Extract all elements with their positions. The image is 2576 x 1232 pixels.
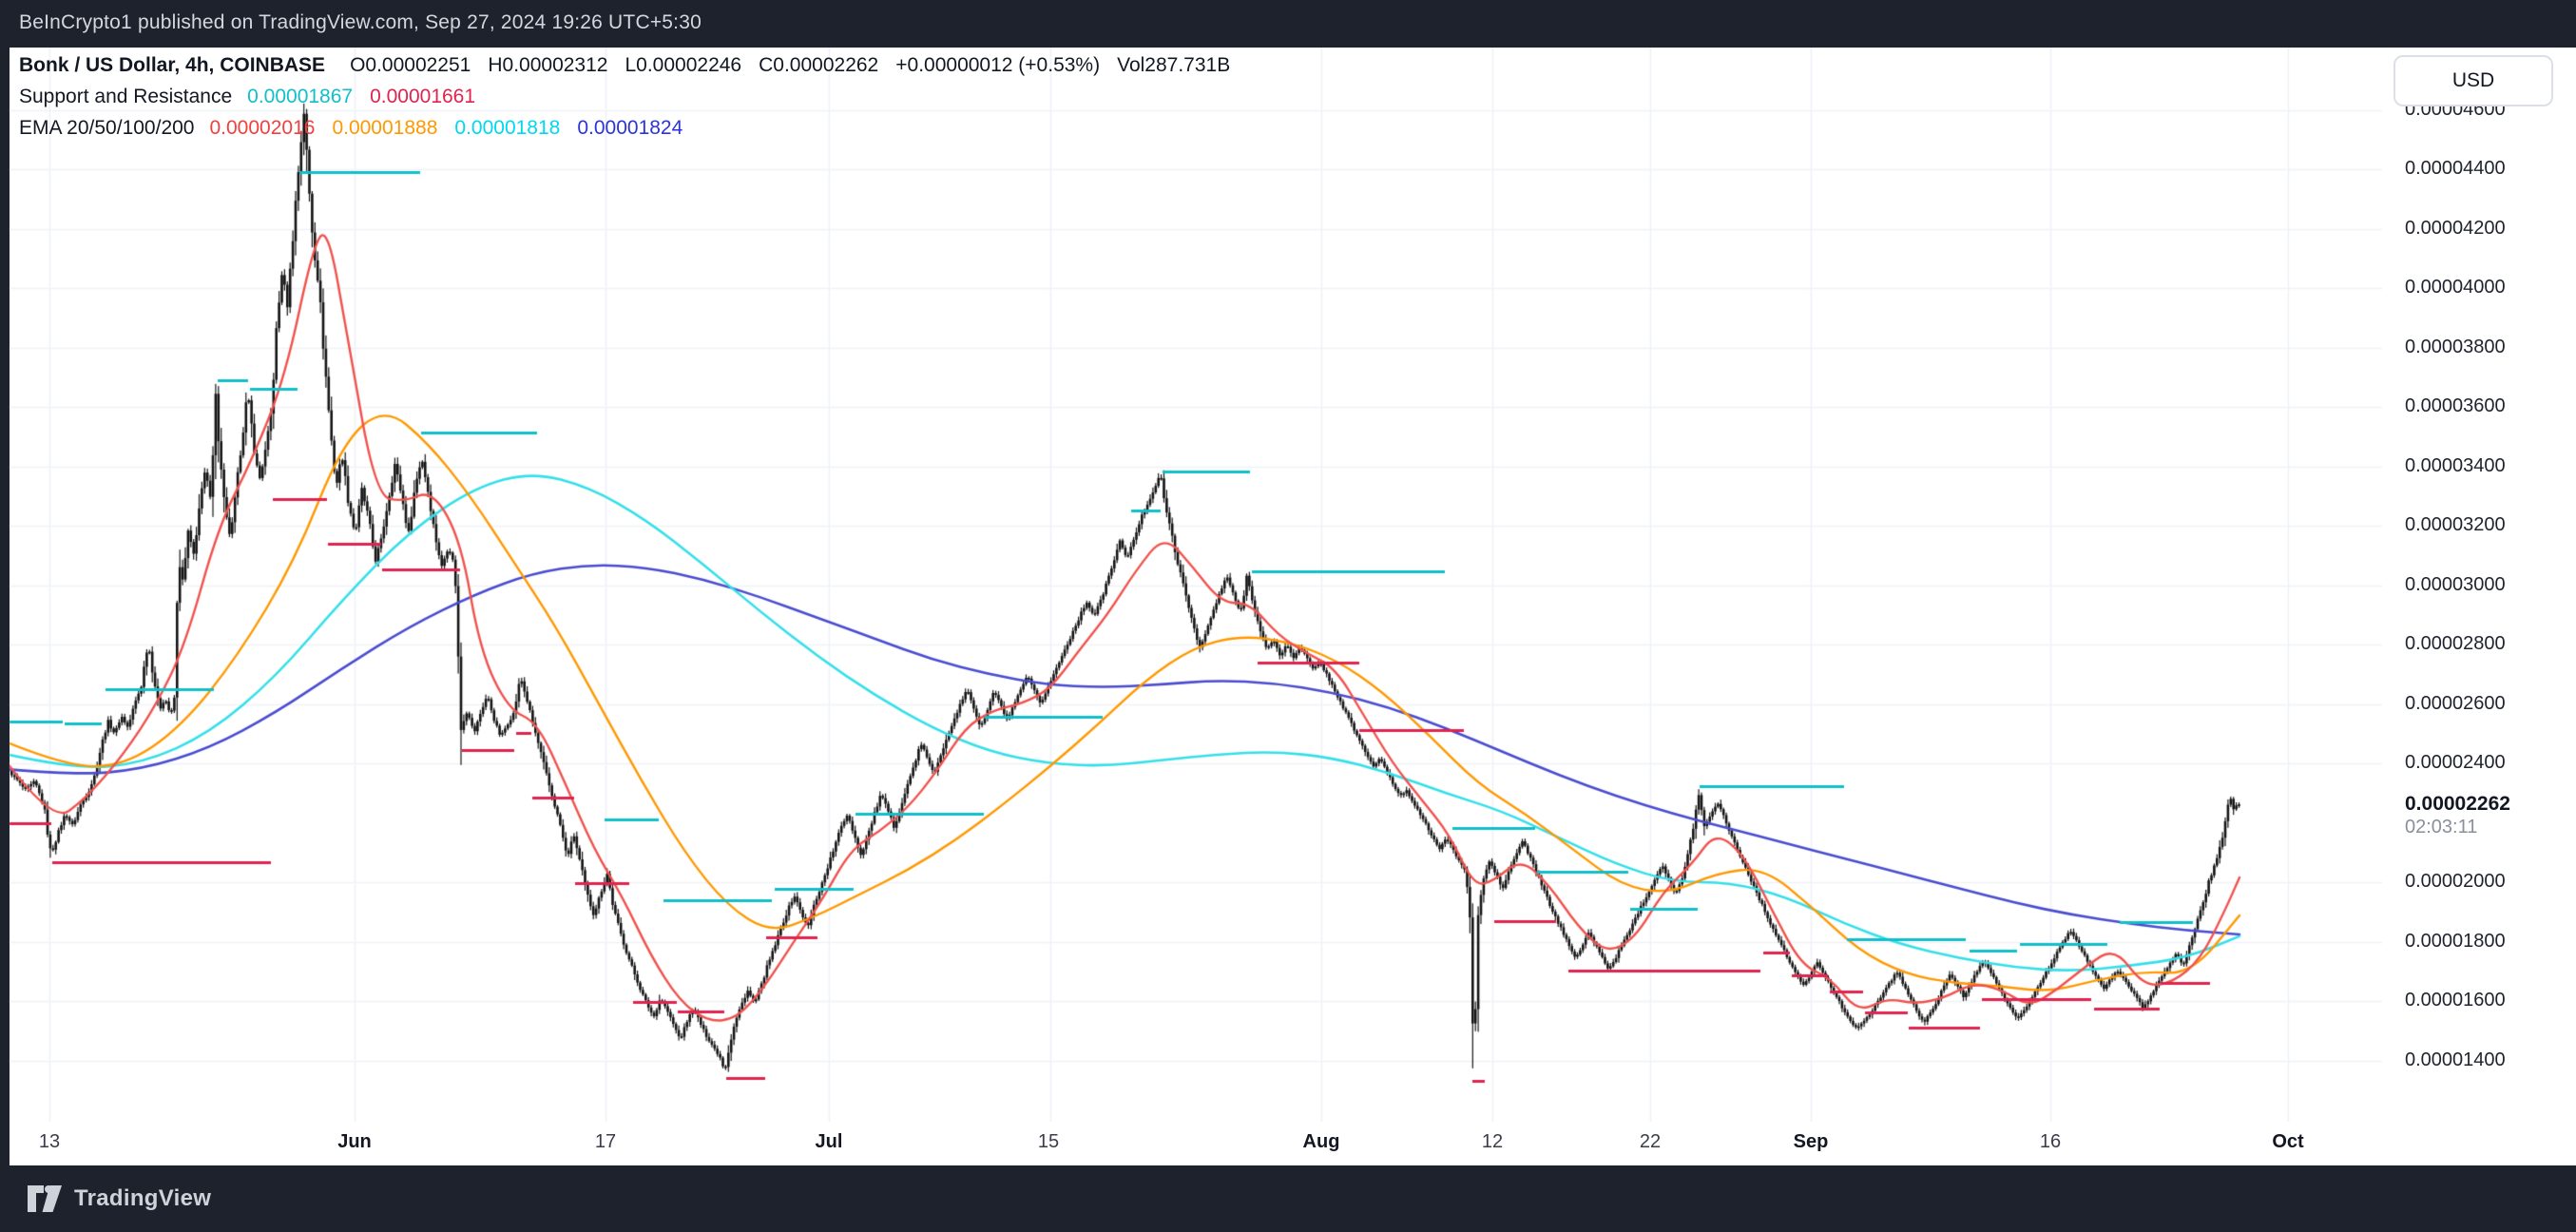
legend-ema-row: EMA 20/50/100/200 0.00002016 0.00001888 0.0… xyxy=(19,112,1247,144)
publish-header-bar: BeInCrypto1 published on TradingView.com… xyxy=(0,0,2576,48)
sr-resistance-value: 0.00001867 xyxy=(247,86,354,107)
sr-indicator-label: Support and Resistance xyxy=(19,86,233,107)
price-tick-label: 0.00003800 xyxy=(2405,336,2506,357)
tradingview-logo-icon[interactable] xyxy=(27,1184,63,1213)
time-tick-label: 12 xyxy=(1481,1131,1504,1152)
price-tick-label: 0.00001400 xyxy=(2405,1049,2506,1070)
time-tick-label: 16 xyxy=(2039,1131,2062,1152)
time-tick-label: Jul xyxy=(815,1131,843,1152)
ema-value: 0.00001824 xyxy=(577,117,683,139)
price-tick-label: 0.00003200 xyxy=(2405,514,2506,535)
legend-sr-row: Support and Resistance 0.00001867 0.000016… xyxy=(19,81,1247,112)
price-tick-label: 0.00003400 xyxy=(2405,454,2506,476)
publish-info-text: BeInCrypto1 published on TradingView.com… xyxy=(19,11,702,33)
time-axis[interactable]: 13 Jun 17 Jul 15 Aug 12 22 Sep 16 Oct xyxy=(10,1122,2382,1165)
footer-bar: TradingView xyxy=(0,1165,2576,1232)
time-tick-label: 22 xyxy=(1639,1131,1662,1152)
tradingview-wordmark: TradingView xyxy=(74,1185,212,1211)
bar-countdown-label: 02:03:11 xyxy=(2405,817,2478,838)
time-tick-label: 15 xyxy=(1037,1131,1060,1152)
price-tick-label: 0.00004200 xyxy=(2405,217,2506,239)
volume-value: Vol287.731B xyxy=(1117,54,1231,76)
price-change: +0.00000012 (+0.53%) xyxy=(895,54,1101,76)
time-tick-label: Jun xyxy=(337,1131,372,1152)
time-tick-label: Oct xyxy=(2272,1131,2304,1152)
symbol-title: Bonk / US Dollar, 4h, COINBASE xyxy=(19,54,326,76)
price-tick-label: 0.00001800 xyxy=(2405,930,2506,952)
ohlc-close: C0.00002262 xyxy=(759,54,879,76)
price-tick-label: 0.00002600 xyxy=(2405,692,2506,714)
price-tick-label: 0.00003600 xyxy=(2405,395,2506,416)
sr-support-value: 0.00001661 xyxy=(370,86,476,107)
current-price-label: 0.00002262 xyxy=(2405,793,2510,816)
legend-symbol-row: Bonk / US Dollar, 4h, COINBASE O0.0000225… xyxy=(19,49,1247,81)
ema-value: 0.00001888 xyxy=(332,117,438,139)
time-tick-label: Aug xyxy=(1302,1131,1340,1152)
price-tick-label: 0.00001600 xyxy=(2405,990,2506,1011)
ohlc-open: O0.00002251 xyxy=(350,54,471,76)
time-tick-label: Sep xyxy=(1793,1131,1829,1152)
price-tick-label: 0.00003000 xyxy=(2405,573,2506,595)
ema-indicator-label: EMA 20/50/100/200 xyxy=(19,117,195,139)
chart-legend: Bonk / US Dollar, 4h, COINBASE O0.0000225… xyxy=(19,49,1247,144)
ohlc-high: H0.00002312 xyxy=(488,54,608,76)
time-tick-label: 17 xyxy=(594,1131,617,1152)
ohlc-low: L0.00002246 xyxy=(625,54,742,76)
price-tick-label: 0.00002000 xyxy=(2405,871,2506,892)
price-scale[interactable]: 0.00004600 0.00004400 0.00004200 0.00004000… xyxy=(2382,48,2576,1165)
price-tick-label: 0.00002400 xyxy=(2405,752,2506,773)
price-tick-label: 0.00002800 xyxy=(2405,633,2506,654)
price-tick-label: 0.00004400 xyxy=(2405,158,2506,179)
ema-value: 0.00001818 xyxy=(454,117,561,139)
ema-value: 0.00002016 xyxy=(209,117,316,139)
time-tick-label: 13 xyxy=(38,1131,61,1152)
currency-toggle-button[interactable]: USD xyxy=(2393,55,2553,106)
ema-values: 0.00002016 0.00001888 0.00001818 0.00001824 xyxy=(209,117,700,139)
price-tick-label: 0.00004000 xyxy=(2405,277,2506,298)
